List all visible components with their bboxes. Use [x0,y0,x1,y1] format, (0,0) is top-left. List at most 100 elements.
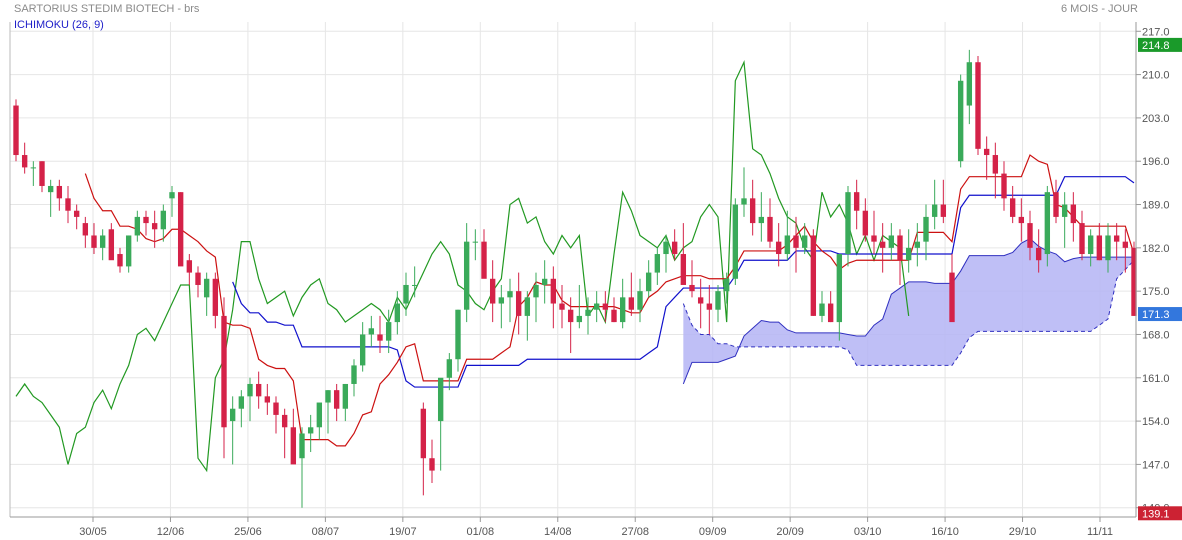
candle-body [238,396,245,409]
x-tick-label: 27/08 [621,526,649,538]
candle-body [992,155,999,174]
candle-body [767,216,773,242]
x-tick-label: 08/07 [312,526,340,538]
candle-body [1113,235,1120,242]
candle-body [177,192,184,267]
x-tick-label: 30/05 [79,526,107,538]
y-tick-label: 182.0 [1142,243,1170,255]
x-tick-label: 14/08 [544,526,572,538]
candle-body [810,235,817,316]
price-badge-label: 214.8 [1142,40,1170,52]
candle-body [73,210,80,217]
candle-body [169,192,175,199]
candle-body [741,198,747,205]
candle-body [905,247,912,261]
candle-body [99,235,106,248]
candle-body [351,365,357,384]
x-tick-label: 19/07 [389,526,417,538]
candle-body [1018,216,1025,224]
candle-body [429,458,435,471]
y-tick-label: 147.0 [1142,459,1170,471]
candle-body [1061,204,1068,217]
candle-body [758,216,765,224]
candle-body [541,278,548,285]
candle-body [134,216,141,236]
y-tick-label: 203.0 [1142,113,1170,125]
candle-body [385,322,392,341]
candle-body [437,377,444,422]
candle-body [21,155,28,168]
senkou-b-line [682,259,1135,366]
candle-body [281,414,288,428]
candle-body [775,241,782,255]
candle-body [897,235,903,261]
y-tick-label: 217.0 [1142,26,1170,38]
candle-body [862,210,869,236]
chikou-line [15,59,910,473]
chart-period: 6 MOIS - JOUR [1060,3,1138,15]
candle-body [221,315,227,428]
candle-body [394,303,401,323]
candle-body [91,235,97,248]
candle-body [559,303,565,310]
candle-body [342,383,349,409]
candle-body [524,297,531,316]
y-tick-label: 210.0 [1142,70,1170,82]
candle-body [793,235,799,248]
candle-body [697,297,704,304]
candle-body [923,216,929,242]
candle-body [732,204,739,279]
candle-body [1009,198,1016,217]
y-tick-label: 175.0 [1142,286,1170,298]
tenkan-line [84,154,1135,447]
candle-body [879,241,886,248]
candle-body [836,254,843,323]
candle-body [455,309,461,360]
candle-body [203,278,210,298]
candle-body [949,272,955,323]
price-badge [1138,506,1182,521]
candle-body [1035,247,1042,261]
candle-body [749,198,756,224]
candle-body [377,334,383,341]
candle-body [853,192,860,211]
candle-body [515,291,522,316]
candle-body [845,192,851,255]
candle-body [940,204,947,217]
candle-body [359,334,366,366]
candle-body [151,223,158,230]
candle-body [645,272,652,292]
candle-body [715,291,721,310]
x-tick-label: 25/06 [234,526,262,538]
axes: 140.0147.0154.0161.0168.0175.0182.0189.0… [9,22,1170,538]
candle-body [628,297,635,310]
candle-body [108,229,115,261]
x-tick-label: 03/10 [854,526,882,538]
candle-body [403,284,409,304]
x-tick-label: 01/08 [467,526,495,538]
candle-body [333,390,340,409]
candle-body [307,427,314,434]
candle-body [671,241,678,255]
candle-body [663,241,669,255]
candle-body [602,303,609,310]
candle-body [325,390,331,403]
candle-body [247,383,253,397]
y-tick-label: 168.0 [1142,329,1170,341]
candle-body [160,210,167,230]
candle-body [819,303,825,316]
candle-body [1087,235,1094,255]
candle-body [47,185,54,193]
candle-body [481,241,487,279]
senkou-a-line [682,237,1134,385]
candle-body [619,297,626,323]
candle-body [498,297,505,304]
price-badge [1138,37,1182,52]
candle-body [1001,173,1007,199]
candle-body [65,198,71,211]
candle-body [1053,192,1059,217]
candle-body [186,260,193,273]
candle-body [30,167,37,169]
candle-body [82,223,89,236]
